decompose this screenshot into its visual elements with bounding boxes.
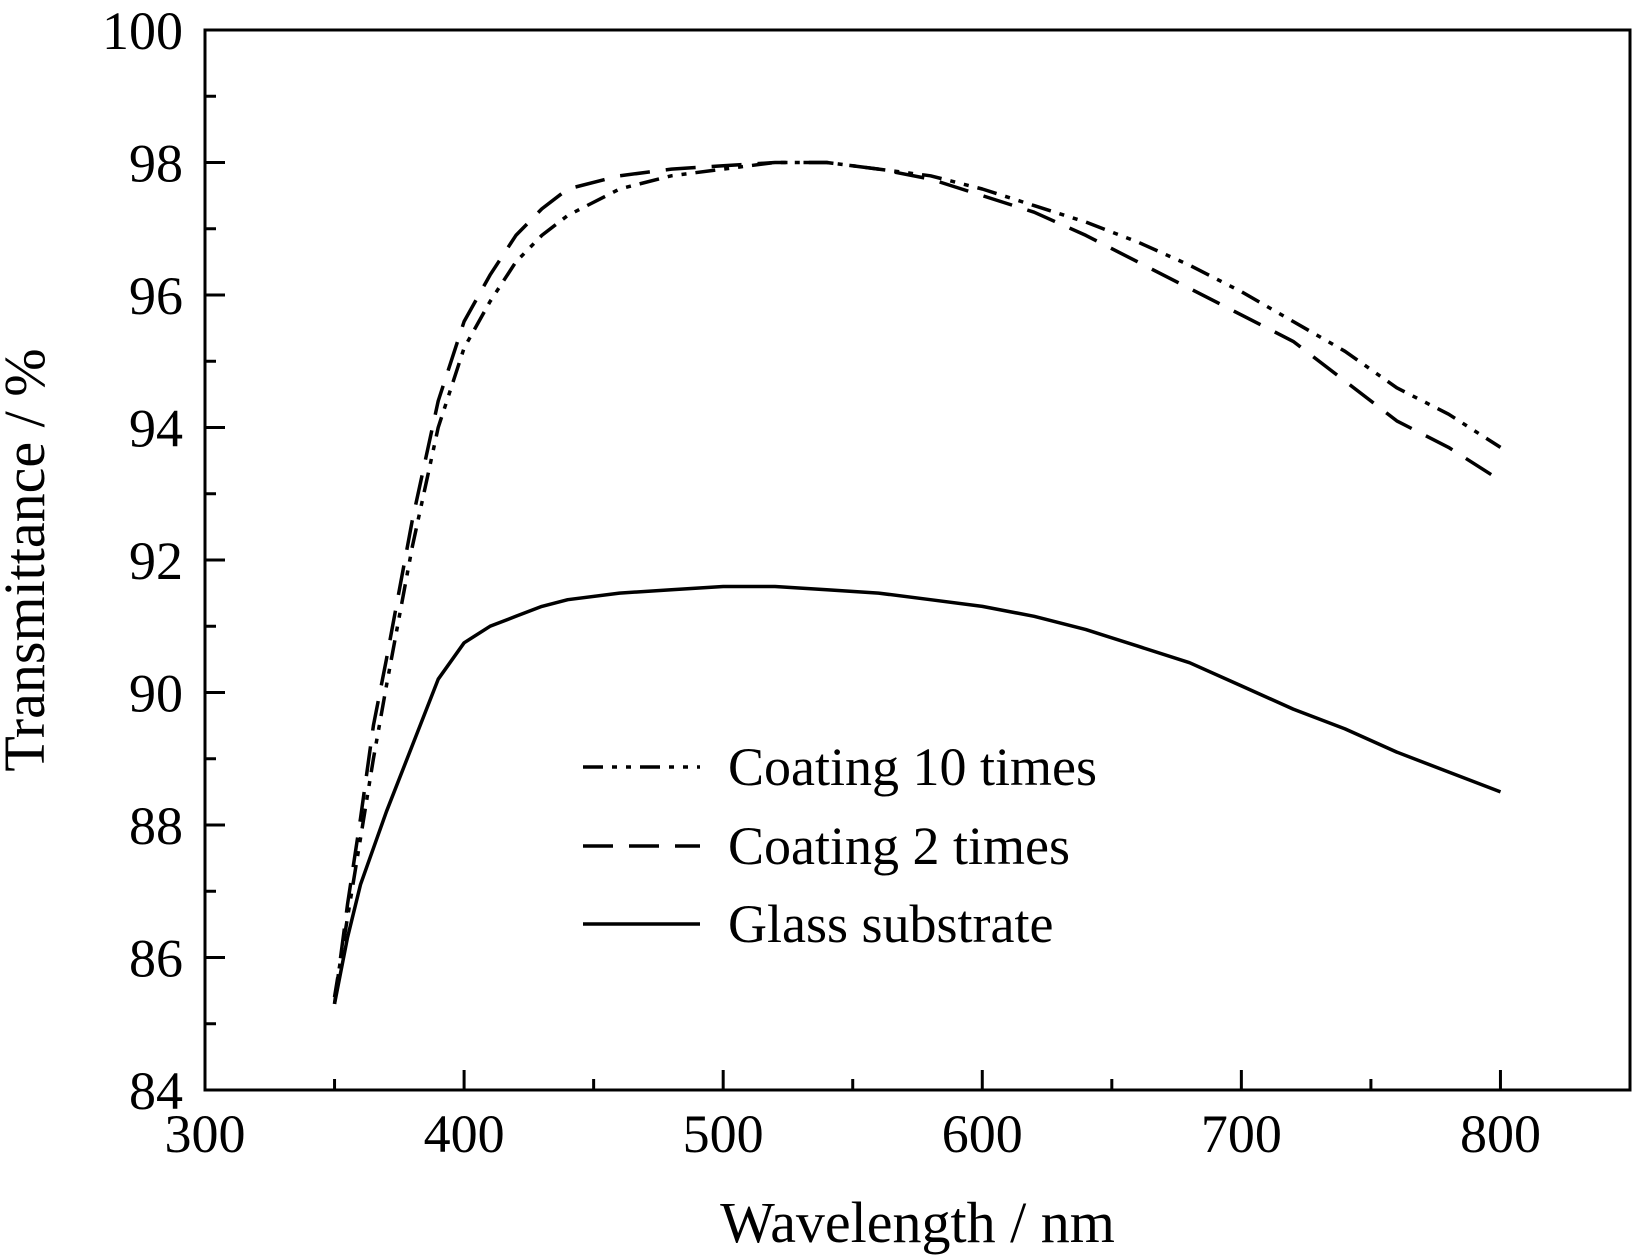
legend-label-3: Glass substrate xyxy=(728,894,1053,954)
y-tick-label: 86 xyxy=(129,929,183,989)
plot-series xyxy=(332,160,1502,1005)
series-line-3 xyxy=(332,584,1502,1005)
y-tick-label: 90 xyxy=(129,664,183,724)
y-tick-label: 88 xyxy=(129,796,183,856)
y-axis-title: Transmittance / % xyxy=(0,348,57,771)
tick-labels: 300 400 500 600 700 800 84 86 88 90 92 94 96 98 100 xyxy=(102,1,1541,1164)
legend-label-1: Coating 10 times xyxy=(728,737,1097,797)
y-tick-label: 84 xyxy=(129,1061,183,1121)
x-tick-label: 700 xyxy=(1201,1104,1282,1164)
series-line-2 xyxy=(332,160,1502,1005)
y-tick-label: 98 xyxy=(129,134,183,194)
x-tick-label: 800 xyxy=(1460,1104,1541,1164)
legend-label-2: Coating 2 times xyxy=(728,816,1070,876)
x-tick-label: 400 xyxy=(424,1104,505,1164)
y-tick-label: 92 xyxy=(129,531,183,591)
y-tick-label: 96 xyxy=(129,266,183,326)
series-line-1 xyxy=(332,160,1502,998)
plot-frame xyxy=(203,28,1632,1092)
x-tick-label: 300 xyxy=(165,1104,246,1164)
y-tick-label: 94 xyxy=(129,399,183,459)
x-axis-title: Wavelength / nm xyxy=(720,1190,1115,1255)
legend: Coating 10 times Coating 2 times Glass sub… xyxy=(583,737,1097,954)
y-tick-label: 100 xyxy=(102,1,183,61)
x-tick-label: 600 xyxy=(942,1104,1023,1164)
x-tick-label: 500 xyxy=(683,1104,764,1164)
